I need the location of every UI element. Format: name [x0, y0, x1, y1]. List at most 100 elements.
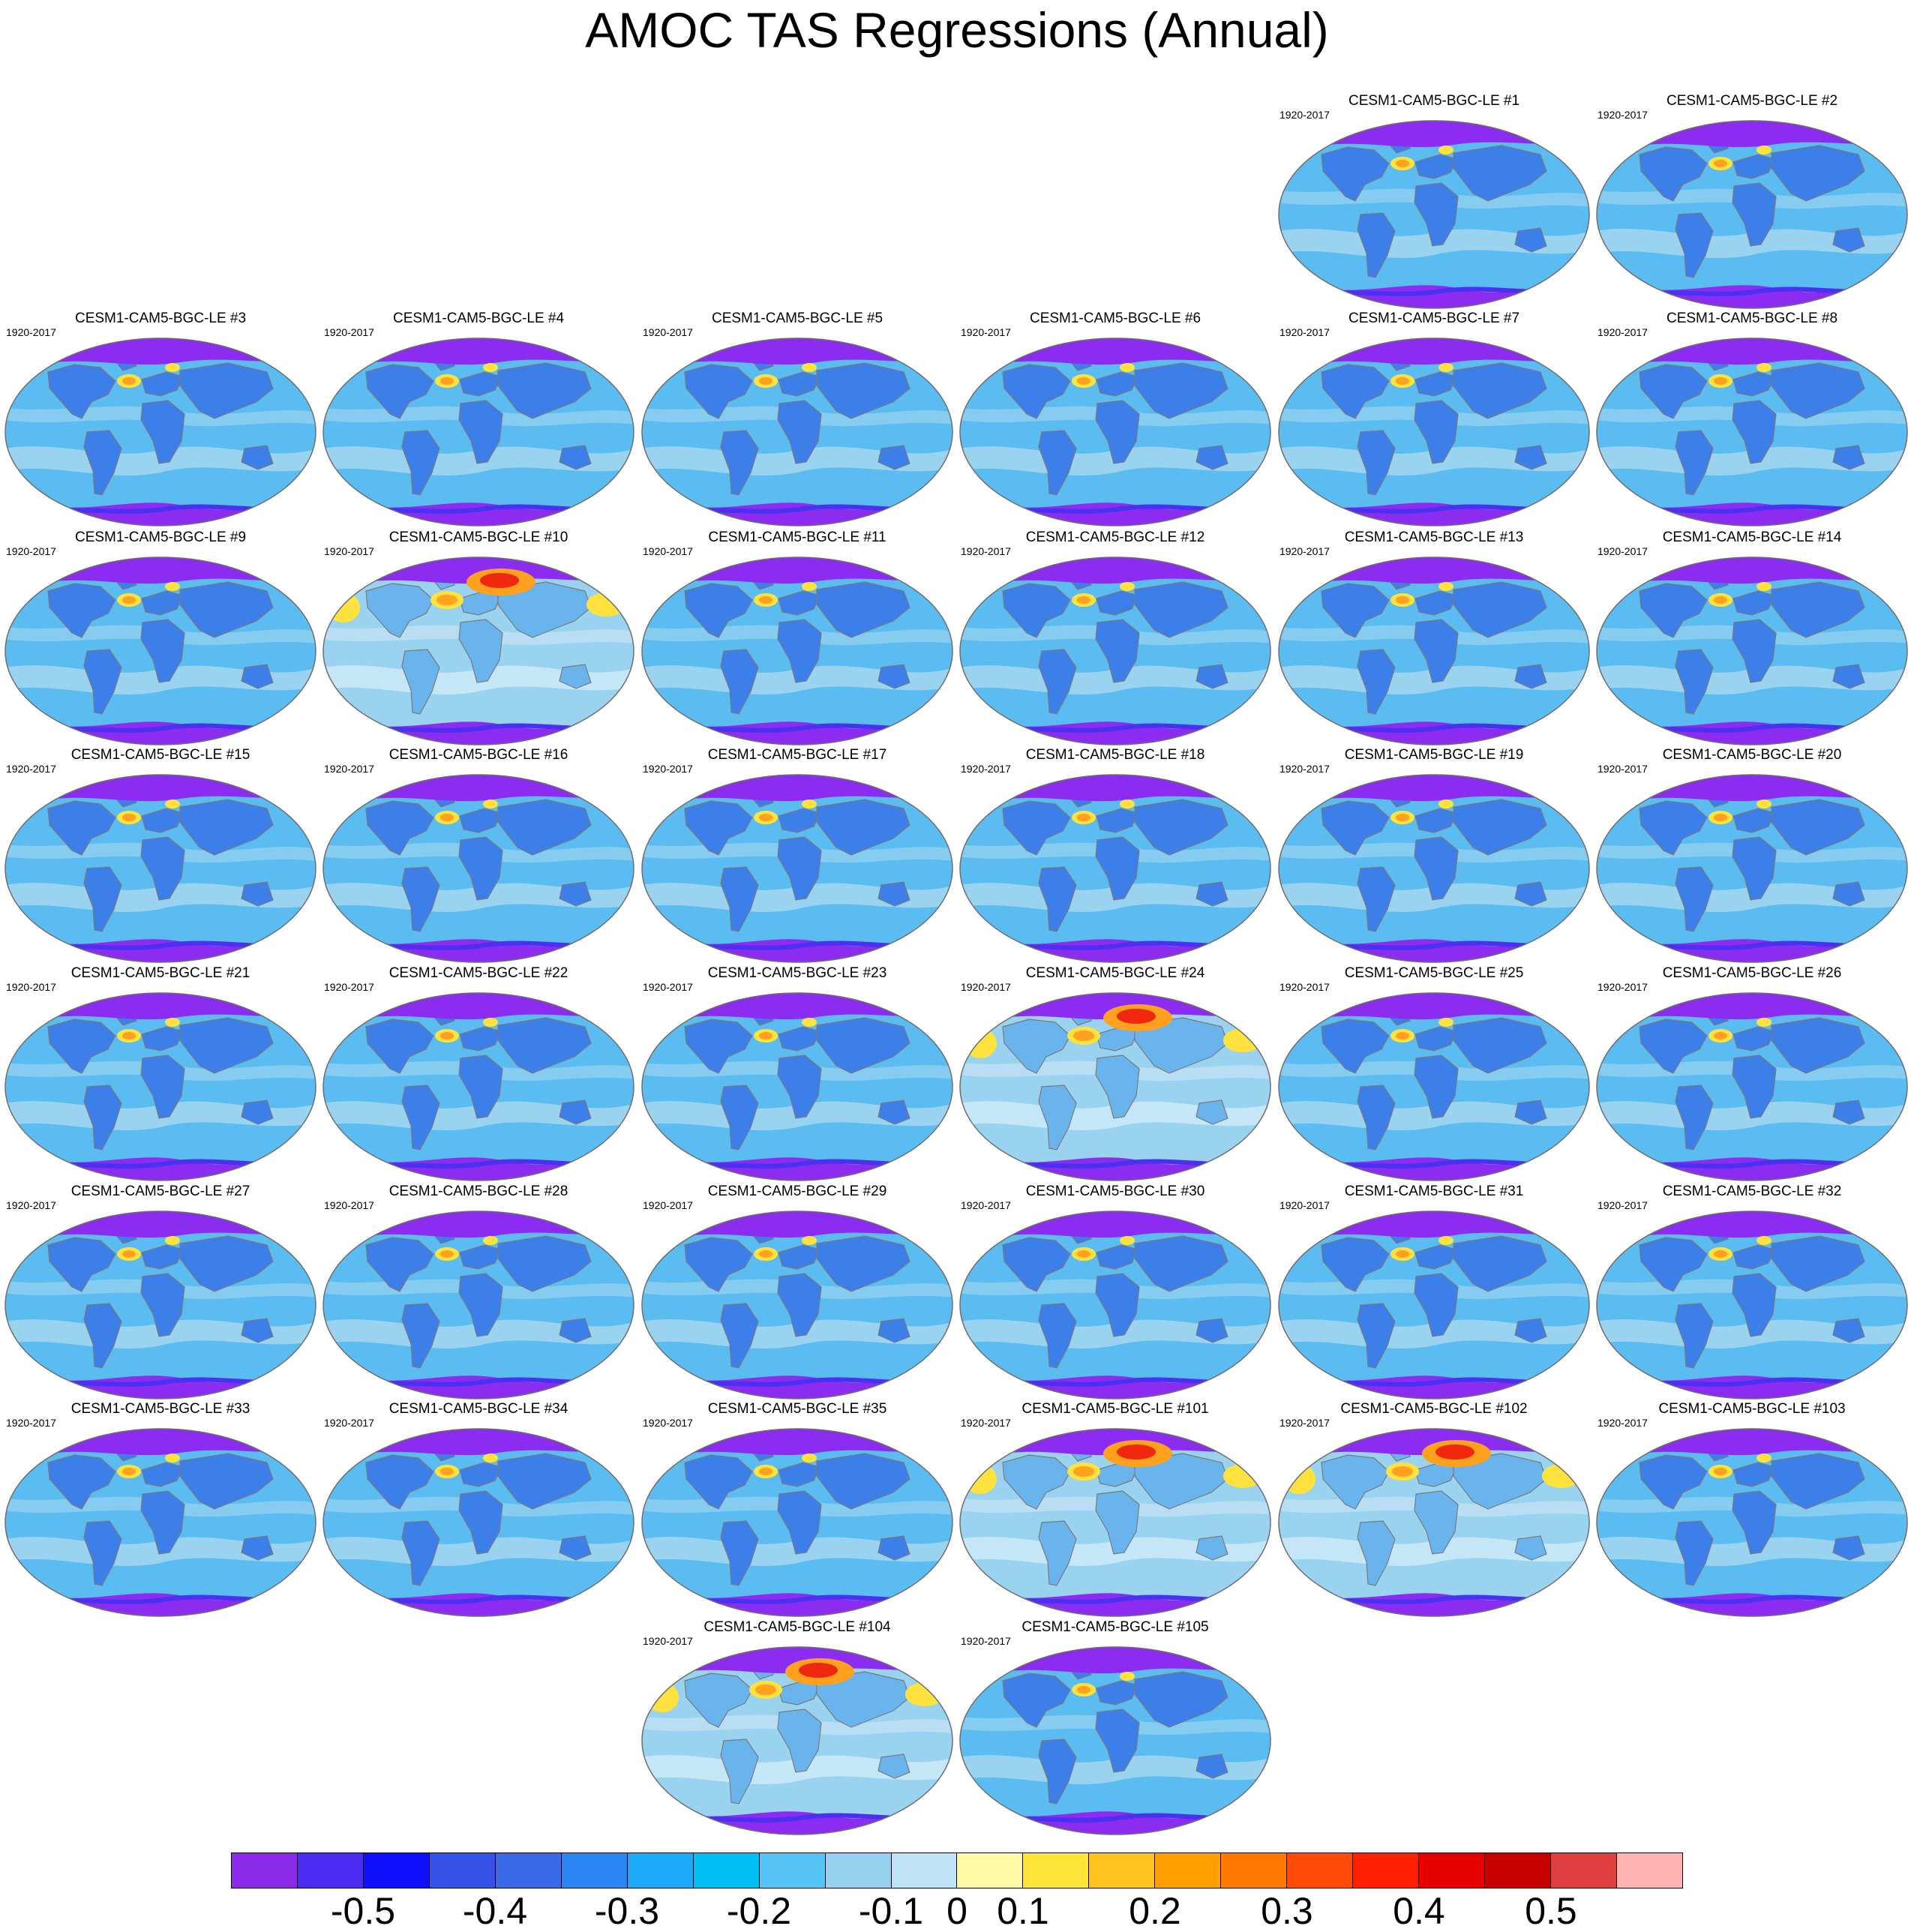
arctic-cold-anomaly — [960, 1647, 1270, 1674]
continent — [1732, 1026, 1775, 1052]
continent — [777, 619, 822, 683]
continent — [1675, 430, 1714, 496]
continent — [1414, 1490, 1459, 1555]
continent — [878, 1318, 910, 1343]
world-map — [1596, 1210, 1908, 1400]
continent — [1414, 182, 1459, 247]
continent — [777, 1054, 822, 1119]
warm-anomaly — [1073, 1466, 1094, 1477]
map-outline — [959, 556, 1271, 746]
continent — [83, 430, 122, 496]
continent — [778, 808, 820, 833]
continent — [1832, 1318, 1865, 1343]
arctic-cold-anomaly — [323, 338, 634, 365]
colorbar-swatch — [1352, 1852, 1420, 1888]
panel-period-label: 1920-2017 — [643, 981, 693, 993]
continent — [1414, 590, 1457, 616]
map-panel: CESM1-CAM5-BGC-LE #20 1920-2017 — [1594, 747, 1910, 964]
continent — [878, 881, 910, 907]
map-outline — [1278, 774, 1590, 963]
panel-period-label: 1920-2017 — [961, 326, 1011, 338]
continent — [458, 836, 503, 901]
continent — [1832, 227, 1865, 253]
warm-anomaly — [1438, 582, 1454, 591]
warm-anomaly — [1542, 1464, 1581, 1488]
map-panel: CESM1-CAM5-BGC-LE #101 1920-2017 — [958, 1401, 1273, 1618]
continent — [1357, 430, 1396, 496]
continent — [1038, 866, 1077, 932]
world-map — [959, 992, 1271, 1181]
continent — [778, 590, 820, 616]
continent — [1134, 362, 1228, 419]
continent — [497, 1453, 592, 1510]
world-map — [322, 1210, 634, 1400]
continent — [1096, 590, 1138, 616]
colorbar-swatch — [758, 1852, 826, 1888]
warm-anomaly — [483, 800, 498, 808]
colorbar-swatch — [362, 1852, 430, 1888]
arctic-cold-anomaly — [1597, 121, 1907, 148]
map-outline — [4, 774, 316, 963]
antarctic-cold-anomaly — [5, 502, 316, 526]
world-map — [322, 556, 634, 746]
map-panel: CESM1-CAM5-BGC-LE #17 1920-2017 — [640, 747, 955, 964]
panel-period-label: 1920-2017 — [324, 1199, 374, 1211]
colorbar-tick-label: -0.2 — [726, 1890, 792, 1932]
world-map — [1596, 120, 1908, 309]
continent — [140, 619, 185, 683]
continent — [1134, 799, 1228, 856]
continent — [1357, 1303, 1396, 1369]
continent — [684, 364, 753, 419]
continent — [1414, 371, 1457, 397]
continent — [1732, 590, 1775, 616]
antarctic-cold-anomaly — [323, 722, 634, 745]
colorbar-swatch — [1088, 1852, 1156, 1888]
map-outline — [322, 338, 634, 526]
antarctic-cold-anomaly — [1597, 722, 1907, 745]
arctic-cold-anomaly — [1597, 775, 1907, 802]
panel-period-label: 1920-2017 — [6, 763, 56, 775]
map-panel: CESM1-CAM5-BGC-LE #105 1920-2017 — [958, 1619, 1273, 1837]
warm-anomaly — [1120, 363, 1135, 372]
warm-anomaly — [1714, 1032, 1727, 1040]
panel-title: CESM1-CAM5-BGC-LE #104 — [704, 1619, 891, 1635]
warm-anomaly — [483, 1454, 498, 1462]
world-map — [4, 1210, 316, 1400]
continent — [179, 1453, 274, 1510]
continent — [1002, 364, 1071, 419]
continent — [140, 1273, 185, 1337]
antarctic-cold-anomaly — [1279, 1593, 1589, 1616]
warm-anomaly — [799, 1663, 838, 1678]
continent — [241, 1100, 274, 1125]
panel-period-label: 1920-2017 — [961, 1199, 1011, 1211]
continent — [778, 1462, 820, 1487]
arctic-cold-anomaly — [960, 338, 1270, 365]
continent — [179, 1017, 274, 1074]
panel-period-label: 1920-2017 — [961, 981, 1011, 993]
map-panel: CESM1-CAM5-BGC-LE #2 1920-2017 — [1594, 93, 1910, 310]
warm-anomaly — [1120, 1672, 1135, 1681]
continent — [1639, 146, 1708, 202]
map-outline — [641, 556, 953, 746]
continent — [1732, 182, 1777, 247]
arctic-cold-anomaly — [1279, 775, 1589, 802]
continent — [1453, 362, 1547, 419]
continent — [1675, 1084, 1714, 1150]
warm-anomaly — [964, 1464, 997, 1494]
continent — [1134, 1453, 1228, 1510]
map-outline — [1596, 1428, 1908, 1617]
continent — [1096, 1680, 1138, 1706]
continent — [1357, 1520, 1396, 1586]
continent — [1639, 583, 1708, 638]
colorbar-swatch — [824, 1852, 892, 1888]
continent — [1002, 1018, 1071, 1074]
continent — [1196, 881, 1228, 907]
continent — [47, 364, 116, 419]
continent — [1134, 1671, 1228, 1728]
colorbar — [231, 1852, 1683, 1888]
continent — [83, 1303, 122, 1369]
panel-period-label: 1920-2017 — [1598, 545, 1648, 557]
continent — [1095, 400, 1140, 464]
warm-anomaly — [122, 1468, 136, 1475]
map-outline — [1596, 774, 1908, 963]
